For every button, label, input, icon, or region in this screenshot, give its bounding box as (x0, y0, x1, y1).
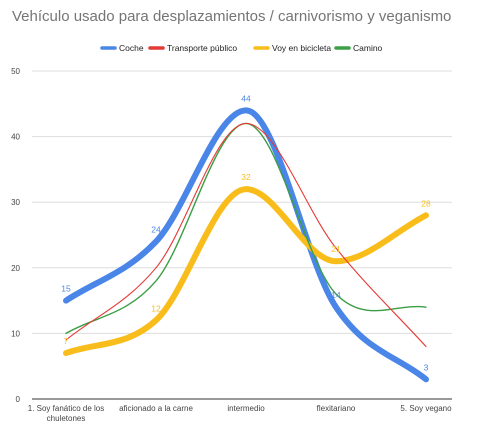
data-label: 44 (241, 93, 251, 103)
data-label: 28 (421, 198, 431, 208)
legend-label: Coche (119, 43, 144, 53)
legend-label: Transporte público (167, 43, 237, 53)
legend-label: Voy en bicicleta (272, 43, 331, 53)
data-label: 3 (424, 362, 429, 372)
x-tick-label: flexitariano (317, 404, 356, 413)
series-line-bicicleta (63, 186, 429, 357)
data-label: 15 (61, 284, 71, 294)
series-line-coche (63, 107, 429, 383)
y-tick-label: 20 (11, 264, 20, 273)
y-tick-label: 10 (11, 329, 20, 338)
data-label: 21 (331, 244, 341, 254)
x-tick-label: 1. Soy fanático de los chuletones (28, 404, 105, 423)
x-tick-label: aficionado a la carne (119, 404, 193, 413)
y-tick-label: 30 (11, 198, 20, 207)
data-label: 14 (331, 290, 341, 300)
data-label: 12 (151, 303, 161, 313)
chart-title: Vehículo usado para desplazamientos / ca… (12, 8, 452, 25)
data-label: 7 (64, 336, 69, 346)
y-tick-label: 40 (11, 133, 20, 142)
x-tick-label: 5. Soy vegano (400, 404, 452, 413)
y-tick-label: 50 (11, 67, 20, 76)
y-tick-label: 0 (16, 395, 21, 404)
data-label: 32 (241, 172, 251, 182)
data-label: 24 (151, 225, 161, 235)
legend-label: Camino (353, 43, 383, 53)
x-tick-label: intermedio (227, 404, 265, 413)
series-line-transporte-publico (65, 122, 427, 348)
